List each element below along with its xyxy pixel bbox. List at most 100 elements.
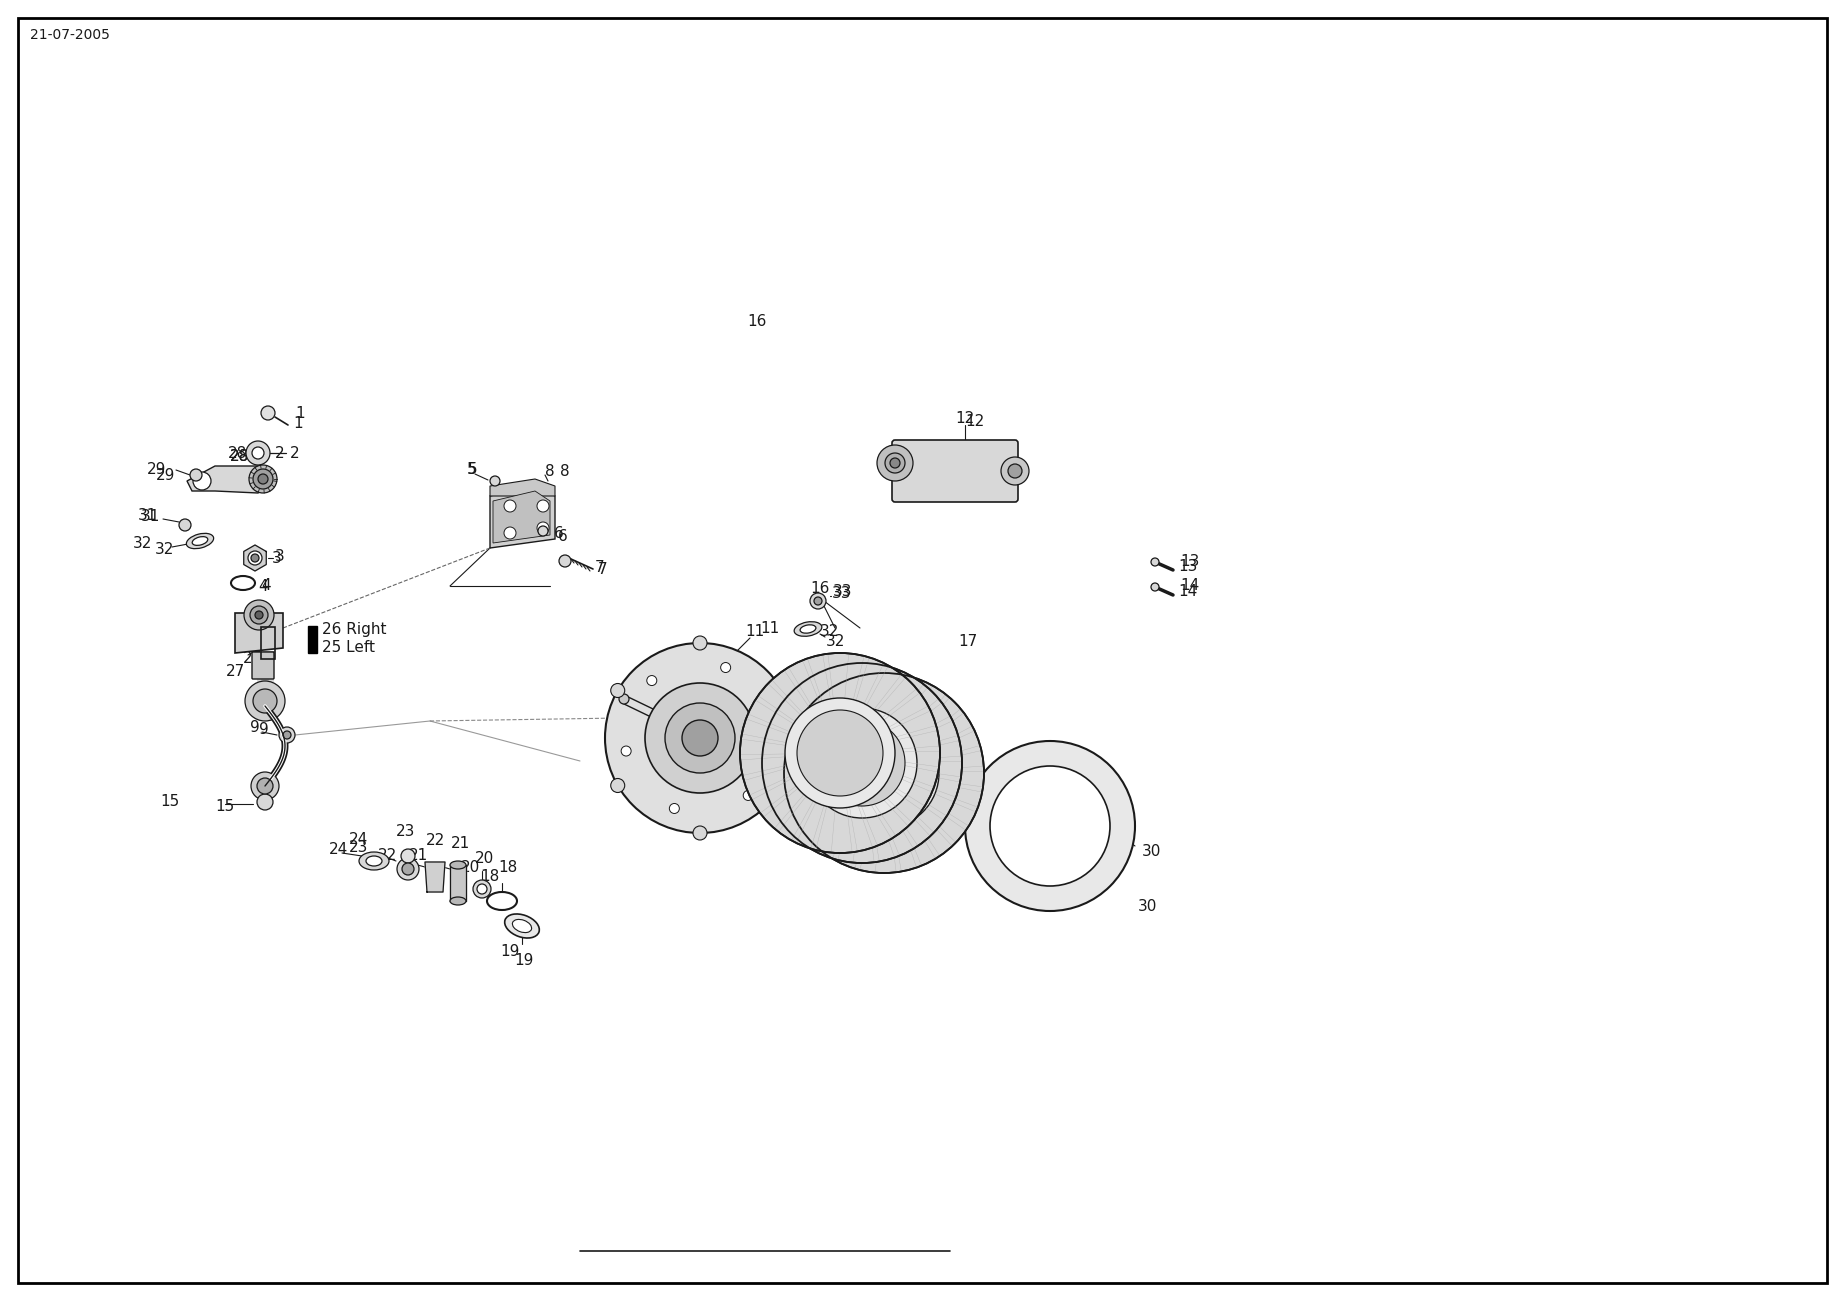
Circle shape <box>251 771 279 800</box>
FancyBboxPatch shape <box>891 440 1018 502</box>
Text: 28: 28 <box>227 446 247 461</box>
Ellipse shape <box>450 896 467 905</box>
Text: 1: 1 <box>295 406 304 420</box>
Text: 29: 29 <box>155 467 175 483</box>
Text: 17: 17 <box>956 727 974 743</box>
Text: 16: 16 <box>747 314 768 328</box>
Text: 14: 14 <box>1181 578 1199 592</box>
Circle shape <box>245 680 284 721</box>
Text: 4: 4 <box>258 579 268 593</box>
Text: 7: 7 <box>594 559 605 575</box>
Text: 15: 15 <box>161 794 181 808</box>
Circle shape <box>559 556 570 567</box>
Text: 32: 32 <box>827 634 845 648</box>
Circle shape <box>255 611 264 619</box>
Polygon shape <box>491 487 555 548</box>
Ellipse shape <box>801 624 815 634</box>
Circle shape <box>670 804 679 813</box>
Circle shape <box>806 708 917 818</box>
Text: 6: 6 <box>554 526 565 540</box>
Text: 16: 16 <box>810 580 830 596</box>
Ellipse shape <box>450 861 467 869</box>
Circle shape <box>256 778 273 794</box>
Circle shape <box>784 699 895 808</box>
Text: 23: 23 <box>349 839 367 855</box>
Text: 23: 23 <box>397 824 415 839</box>
Circle shape <box>784 673 983 873</box>
Ellipse shape <box>793 622 821 636</box>
Circle shape <box>190 468 201 481</box>
Ellipse shape <box>365 856 382 866</box>
Circle shape <box>397 857 419 879</box>
Circle shape <box>841 730 926 816</box>
Polygon shape <box>450 865 467 902</box>
Text: 8: 8 <box>544 463 555 479</box>
Text: 3: 3 <box>271 550 282 566</box>
Text: 4: 4 <box>260 578 271 592</box>
Text: 24: 24 <box>328 842 349 856</box>
Text: 22: 22 <box>426 833 445 848</box>
Text: 10: 10 <box>642 666 661 680</box>
Text: 21: 21 <box>410 847 428 863</box>
Text: 29: 29 <box>146 462 166 476</box>
Text: 30: 30 <box>1142 843 1161 859</box>
Text: 21: 21 <box>450 837 470 851</box>
Text: 17: 17 <box>958 634 978 648</box>
Text: 32: 32 <box>819 623 839 639</box>
Text: 7: 7 <box>598 562 607 576</box>
Ellipse shape <box>192 536 208 545</box>
Circle shape <box>886 453 906 474</box>
Text: 15: 15 <box>216 799 234 813</box>
Circle shape <box>491 476 500 487</box>
Circle shape <box>253 690 277 713</box>
Circle shape <box>646 683 755 794</box>
Text: 12: 12 <box>965 414 983 428</box>
Text: 9: 9 <box>258 722 269 736</box>
Circle shape <box>279 727 295 743</box>
Text: 18: 18 <box>498 860 518 876</box>
Circle shape <box>1151 558 1159 566</box>
Polygon shape <box>186 466 269 493</box>
Circle shape <box>537 500 550 513</box>
Circle shape <box>810 593 827 609</box>
Circle shape <box>253 448 264 459</box>
Circle shape <box>253 468 273 489</box>
Circle shape <box>694 636 707 650</box>
Circle shape <box>256 794 273 811</box>
FancyBboxPatch shape <box>253 652 275 679</box>
Circle shape <box>683 719 718 756</box>
Circle shape <box>819 719 906 807</box>
Ellipse shape <box>513 920 531 933</box>
Circle shape <box>775 778 790 792</box>
Text: 3: 3 <box>275 549 284 563</box>
Circle shape <box>620 693 629 704</box>
Circle shape <box>245 441 269 464</box>
Circle shape <box>539 526 548 536</box>
Circle shape <box>251 554 258 562</box>
Circle shape <box>194 472 210 490</box>
Circle shape <box>677 722 686 732</box>
Circle shape <box>504 527 517 539</box>
Polygon shape <box>424 863 445 892</box>
Text: 12: 12 <box>956 411 974 425</box>
Text: 2: 2 <box>290 445 299 461</box>
Polygon shape <box>491 479 555 496</box>
Circle shape <box>179 519 192 531</box>
Circle shape <box>282 731 292 739</box>
Polygon shape <box>234 613 282 653</box>
Circle shape <box>260 406 275 420</box>
Circle shape <box>537 522 550 533</box>
Text: 9: 9 <box>251 719 260 735</box>
Text: 18: 18 <box>480 869 500 883</box>
Circle shape <box>775 683 790 697</box>
Text: 20: 20 <box>461 860 480 874</box>
Circle shape <box>472 879 491 898</box>
Circle shape <box>814 597 823 605</box>
Text: 33: 33 <box>832 585 852 601</box>
Text: 28: 28 <box>231 449 249 463</box>
Text: 14: 14 <box>1177 584 1197 598</box>
Circle shape <box>889 458 900 468</box>
Text: 33: 33 <box>832 584 852 598</box>
Ellipse shape <box>506 915 539 938</box>
Circle shape <box>400 850 415 863</box>
